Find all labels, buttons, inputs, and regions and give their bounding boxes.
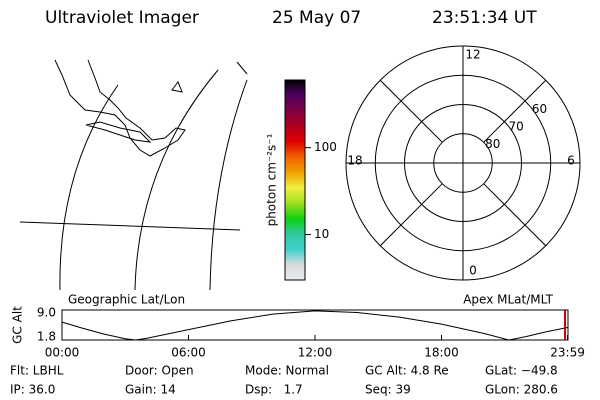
meridian [59, 84, 119, 291]
x-tick-label: 12:00 [298, 346, 333, 360]
coastline [85, 121, 152, 143]
info-field: GC Alt: 4.8 Re [365, 364, 449, 378]
spoke [379, 183, 443, 247]
x-tick-label: 23:59 [550, 346, 585, 360]
info-field: Seq: 39 [365, 383, 411, 397]
altitude-line [61, 310, 568, 341]
info-field: GLon: 280.6 [485, 383, 558, 397]
map [19, 59, 248, 291]
info-field: Door: Open [125, 364, 194, 378]
lat-ring [374, 74, 552, 252]
mlt-label: 12 [465, 48, 480, 62]
mlt-label: 0 [469, 264, 477, 278]
tick-label: 10 [314, 227, 329, 241]
spoke [379, 79, 443, 143]
meridian [236, 61, 248, 75]
tick-label: 100 [314, 140, 337, 154]
info-field: Dsp: 1.7 [245, 383, 303, 397]
meridian [134, 69, 219, 291]
info-field: Mode: Normal [245, 364, 329, 378]
colorbar-frame [284, 79, 306, 281]
info-field: IP: 36.0 [10, 383, 55, 397]
time: 23:51:34 UT [432, 8, 537, 28]
lat-label: 70 [508, 119, 523, 133]
title: Ultraviolet Imager [45, 8, 199, 28]
x-tick-label: 18:00 [424, 346, 459, 360]
lat-label: 80 [485, 137, 500, 151]
y-tick-label: 9.0 [37, 306, 56, 320]
y-tick-label: 1.8 [37, 330, 56, 344]
parallel [19, 221, 241, 231]
mlt-label: 18 [347, 154, 362, 168]
coastline [171, 80, 183, 93]
lat-ring [433, 133, 493, 193]
colorbar-label: photon cm⁻²s⁻¹ [265, 133, 279, 226]
lat-ring [404, 104, 522, 222]
spoke [483, 183, 547, 247]
x-tick-label: 00:00 [45, 346, 80, 360]
colorbar [285, 80, 305, 280]
right-label: Apex MLat/MLT [463, 293, 553, 307]
y-axis-label: GC Alt [11, 306, 25, 344]
lat-label: 60 [532, 102, 547, 116]
left-label: Geographic Lat/Lon [68, 293, 185, 307]
coastline [54, 59, 186, 157]
info-field: GLat: −49.8 [485, 364, 558, 378]
date: 25 May 07 [272, 8, 361, 28]
mlt-label: 6 [567, 154, 575, 168]
info-field: Flt: LBHL [10, 364, 64, 378]
info-field: Gain: 14 [125, 383, 176, 397]
x-tick-label: 06:00 [171, 346, 206, 360]
spoke [483, 79, 547, 143]
meridian [209, 79, 248, 291]
